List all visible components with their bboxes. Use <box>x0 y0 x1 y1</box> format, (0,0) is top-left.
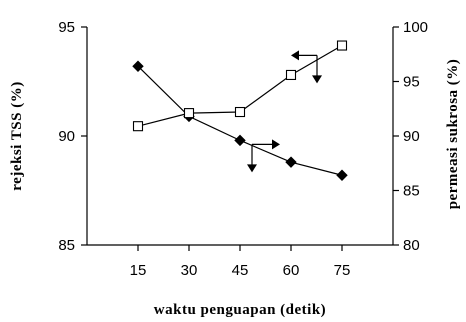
right-y-tick-label: 90 <box>403 128 420 145</box>
right-y-tick-label: 95 <box>403 74 420 91</box>
x-tick-label: 15 <box>130 262 147 279</box>
ticks: 15 30 45 60 75 85 90 95 80 85 90 95 100 <box>58 19 428 279</box>
arrow-right-head <box>272 139 280 150</box>
x-tick-label: 45 <box>232 262 249 279</box>
data-point-square <box>336 40 348 51</box>
data-point-diamond <box>234 134 246 147</box>
data-point-square <box>285 69 297 81</box>
data-point-diamond <box>336 169 348 181</box>
series <box>132 40 348 181</box>
x-tick-label: 30 <box>181 262 198 279</box>
arrow-down-head-2 <box>312 75 322 84</box>
right-y-tick-label: 85 <box>403 183 420 200</box>
x-tick-label: 60 <box>283 262 300 279</box>
data-point-square <box>234 106 246 118</box>
left-y-tick-label: 90 <box>58 128 75 145</box>
series-arrows <box>247 50 322 173</box>
x-tick-label: 75 <box>334 262 351 279</box>
data-point-square <box>183 108 195 119</box>
data-point-square <box>132 121 144 132</box>
left-y-tick-label: 95 <box>58 19 75 36</box>
data-point-diamond <box>132 60 144 72</box>
series-line-1 <box>137 65 343 176</box>
data-point-diamond <box>285 156 297 168</box>
x-axis-title: waktu penguapan (detik) <box>154 302 326 318</box>
arrow-left-head <box>291 50 299 61</box>
arrow-down-head-1 <box>247 164 257 173</box>
right-y-tick-label: 100 <box>403 19 428 36</box>
right-y-tick-label: 80 <box>403 237 420 254</box>
right-y-axis-title: permeasi sukrosa (%) <box>445 59 461 210</box>
left-y-axis-title: rejeksi TSS (%) <box>9 81 25 190</box>
left-y-tick-label: 85 <box>58 237 75 254</box>
